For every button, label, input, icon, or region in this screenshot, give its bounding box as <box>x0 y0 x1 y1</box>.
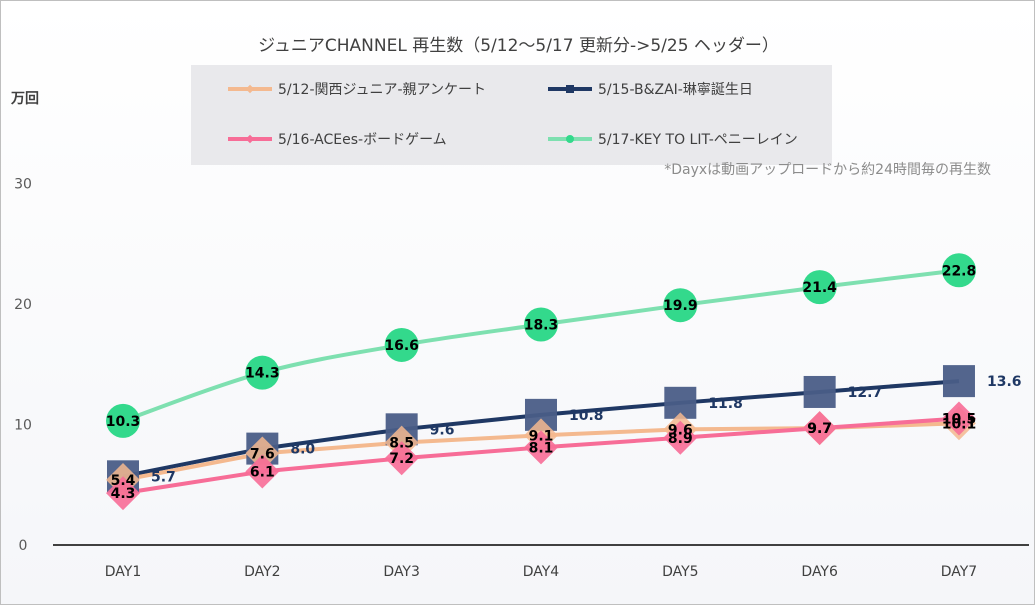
data-label-keytolit: 14.3 <box>245 366 280 382</box>
legend-key-kansai <box>228 84 272 94</box>
data-point-keytolit <box>523 307 558 342</box>
legend-key-acees <box>228 134 272 144</box>
data-point-acees <box>245 454 280 489</box>
data-label-kansai: 9.6 <box>668 422 693 438</box>
data-label-bzai: 10.8 <box>569 408 604 424</box>
data-label-keytolit: 19.9 <box>663 298 698 314</box>
data-point-acees <box>524 430 558 465</box>
legend-label-bzai: 5/15-B&ZAI-琳寧誕生日 <box>598 82 753 98</box>
x-tick-label: DAY3 <box>383 564 419 580</box>
data-label-bzai: 13.6 <box>987 374 1022 390</box>
data-label-keytolit: 16.6 <box>384 338 419 354</box>
data-label-acees: 6.1 <box>250 464 275 480</box>
data-point-bzai <box>942 365 975 398</box>
data-label-acees: 7.2 <box>389 451 414 467</box>
legend-key-bzai <box>548 85 592 93</box>
x-tick-label: DAY2 <box>244 564 280 580</box>
y-tick-label: 20 <box>14 297 32 313</box>
x-tick-label: DAY1 <box>105 564 141 580</box>
data-point-keytolit <box>384 327 419 362</box>
data-point-kansai <box>245 436 280 471</box>
data-label-keytolit: 22.8 <box>942 263 977 279</box>
data-point-acees <box>663 420 698 455</box>
data-label-kansai: 8.5 <box>389 436 414 452</box>
legend-label-kansai: 5/12-関西ジュニア-親アンケート <box>278 82 487 98</box>
y-tick-label: 30 <box>14 177 32 193</box>
data-point-keytolit <box>245 355 280 390</box>
data-point-acees <box>384 441 419 476</box>
y-axis-unit-label: 万回 <box>11 91 39 107</box>
legend-label-keytolit: 5/17-KEY TO LIT-ペニーレイン <box>598 132 798 148</box>
data-label-keytolit: 21.4 <box>802 280 837 296</box>
data-label-bzai: 12.7 <box>848 385 883 401</box>
data-label-kansai: 9.1 <box>529 428 554 444</box>
data-label-bzai: 5.7 <box>151 469 176 485</box>
data-point-keytolit <box>663 288 698 323</box>
legend-label-acees: 5/16-ACEes-ボードゲーム <box>278 132 447 148</box>
data-point-acees <box>802 411 837 446</box>
data-label-acees: 4.3 <box>111 486 136 502</box>
x-tick-label: DAY7 <box>941 564 977 580</box>
data-label-kansai: 10.1 <box>942 416 977 432</box>
chart-footnote: *Dayxは動画アップロードから約24時間毎の再生数 <box>664 162 991 178</box>
legend-item-kansai: 5/12-関西ジュニア-親アンケート <box>226 79 486 99</box>
data-label-bzai: 11.8 <box>708 396 743 412</box>
chart-title: ジュニアCHANNEL 再生数（5/12～5/17 更新分->5/25 ヘッダー… <box>258 36 779 56</box>
data-label-acees: 8.1 <box>529 440 554 456</box>
data-label-keytolit: 10.3 <box>106 414 141 430</box>
data-label-kansai: 9.7 <box>807 421 832 437</box>
data-label-bzai: 9.6 <box>430 422 455 438</box>
x-tick-label: DAY5 <box>662 564 698 580</box>
legend: 5/12-関西ジュニア-親アンケート 5/15-B&ZAI-琳寧誕生日 5/16… <box>191 65 832 165</box>
data-label-acees: 9.7 <box>807 421 832 437</box>
y-tick-label: 0 <box>19 538 28 554</box>
data-point-acees <box>942 401 976 436</box>
data-label-kansai: 5.4 <box>111 473 136 489</box>
y-tick-label: 10 <box>14 418 32 434</box>
legend-key-keytolit <box>548 135 592 143</box>
legend-item-bzai: 5/15-B&ZAI-琳寧誕生日 <box>546 79 753 99</box>
x-tick-label: DAY6 <box>801 564 838 580</box>
data-label-acees: 10.5 <box>942 411 977 427</box>
legend-item-acees: 5/16-ACEes-ボードゲーム <box>226 129 447 149</box>
data-point-bzai <box>803 375 836 408</box>
x-tick-label: DAY4 <box>523 564 560 580</box>
data-point-keytolit <box>802 270 837 305</box>
data-label-bzai: 8.0 <box>290 442 315 458</box>
data-label-keytolit: 18.3 <box>524 317 559 333</box>
legend-item-keytolit: 5/17-KEY TO LIT-ペニーレイン <box>546 129 798 149</box>
data-point-keytolit <box>106 403 140 438</box>
data-label-kansai: 7.6 <box>250 446 275 462</box>
data-point-keytolit <box>941 253 976 288</box>
data-label-acees: 8.9 <box>668 431 693 447</box>
